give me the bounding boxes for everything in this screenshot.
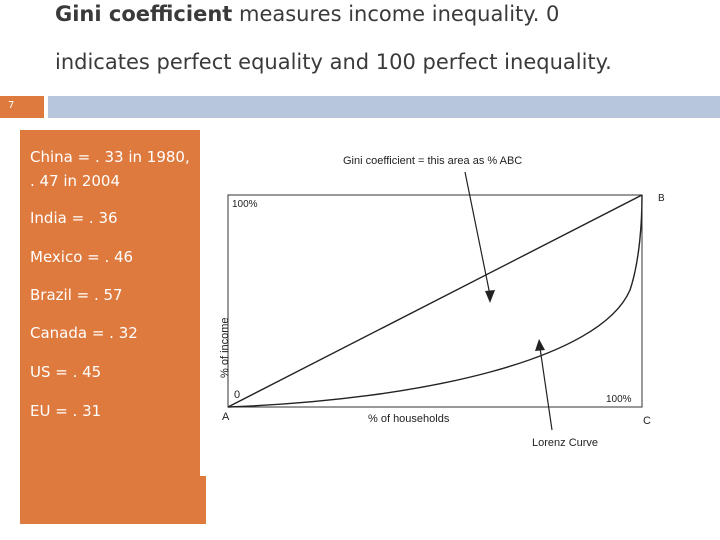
- lorenz-diagram: Gini coefficient = this area as % ABC 10…: [219, 155, 665, 449]
- country-panel: [20, 130, 200, 476]
- label-zero: 0: [234, 389, 240, 401]
- plot-frame: [227, 194, 643, 408]
- item-china-2: . 47 in 2004: [30, 172, 121, 190]
- title-line-2: indicates perfect equality and 100 perfe…: [55, 50, 612, 74]
- country-panel-footer: [20, 476, 206, 524]
- lorenz-arrow-head: [535, 339, 545, 351]
- y-axis-label: % of income: [219, 317, 231, 378]
- lorenz-arrow-line: [539, 347, 553, 431]
- title-line-1: Gini coefficient measures income inequal…: [55, 2, 559, 26]
- lorenz-curve: [227, 194, 643, 408]
- label-100-top: 100%: [232, 199, 258, 210]
- label-c: C: [643, 415, 651, 427]
- header-bar: [48, 96, 720, 118]
- equality-line: [227, 194, 643, 408]
- lorenz-figure: Gini coefficient = this area as % ABC 10…: [206, 130, 706, 480]
- item-canada: Canada = . 32: [30, 324, 138, 342]
- title-term: Gini coefficient: [55, 2, 233, 26]
- item-brazil: Brazil = . 57: [30, 286, 123, 304]
- item-eu: EU = . 31: [30, 402, 102, 420]
- label-a: A: [222, 411, 230, 423]
- x-axis-label: % of households: [368, 413, 450, 425]
- slide-number-box: [0, 96, 44, 118]
- figure-caption: Gini coefficient = this area as % ABC: [343, 155, 522, 167]
- item-india: India = . 36: [30, 209, 118, 227]
- area-arrow-head: [485, 290, 495, 303]
- slide-number: 7: [8, 100, 15, 111]
- item-us: US = . 45: [30, 363, 102, 381]
- title-line-1-rest: measures income inequality. 0: [232, 2, 560, 26]
- item-mexico: Mexico = . 46: [30, 248, 134, 266]
- label-b: B: [658, 193, 665, 204]
- area-arrow-line: [464, 171, 491, 296]
- lorenz-curve-label: Lorenz Curve: [532, 437, 598, 449]
- item-china-1: China = . 33 in 1980,: [30, 148, 190, 166]
- label-100-right: 100%: [606, 394, 632, 405]
